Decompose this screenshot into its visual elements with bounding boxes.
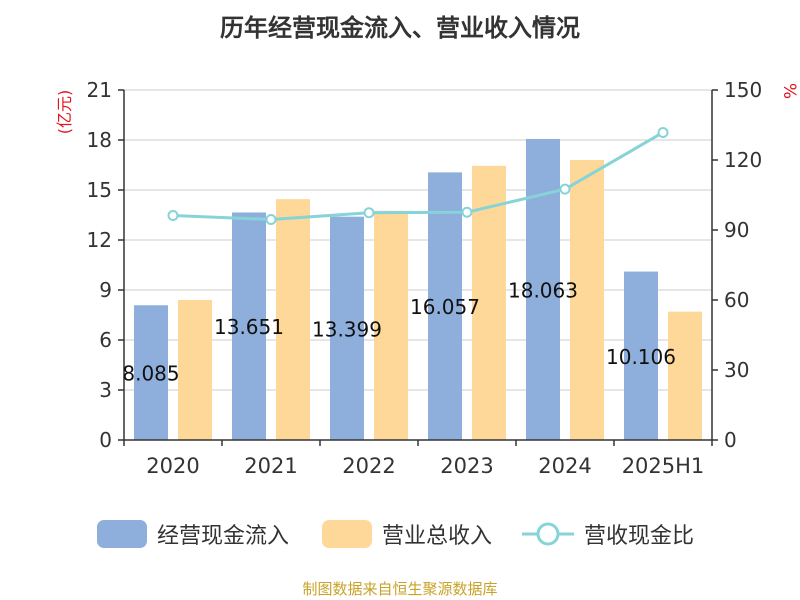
x-tick-label: 2021 xyxy=(244,454,297,478)
data-label: 8.085 xyxy=(122,362,179,386)
legend-swatch-cash-inflow xyxy=(97,520,147,548)
y-tick-label-left: 21 xyxy=(87,78,112,102)
bar xyxy=(472,165,506,441)
ratio-line xyxy=(172,131,664,222)
y-tick-label-left: 3 xyxy=(99,378,112,402)
legend: 经营现金流入 营业总收入 营收现金比 xyxy=(0,516,800,556)
legend-item-ratio[interactable]: 营收现金比 xyxy=(522,516,694,552)
x-tick-label: 2020 xyxy=(146,454,199,478)
source-note: 制图数据来自恒生聚源数据库 xyxy=(302,580,498,598)
y-tick-label-left: 15 xyxy=(87,178,112,202)
legend-item-cash-inflow[interactable]: 经营现金流入 xyxy=(97,516,289,552)
ratio-point xyxy=(265,214,277,225)
ratio-point xyxy=(657,126,669,138)
bar xyxy=(330,216,364,440)
bars-layer xyxy=(134,138,702,441)
y-tick-label-right: 150 xyxy=(724,78,762,102)
x-tick-label: 2024 xyxy=(538,454,591,478)
data-labels-layer: 8.085 13.651 13.399 16.057 18.063 10.106 xyxy=(122,278,676,385)
y-tick-label-right: 60 xyxy=(724,288,749,312)
bar xyxy=(374,210,408,440)
data-label: 10.106 xyxy=(606,345,676,369)
bar xyxy=(178,300,212,440)
legend-label-cash-inflow: 经营现金流入 xyxy=(157,524,290,549)
y-axis-right-label: % xyxy=(779,83,799,99)
ratio-point xyxy=(167,210,179,222)
legend-swatch-ratio xyxy=(522,522,574,546)
data-label: 18.063 xyxy=(508,278,578,302)
y-tick-label-right: 120 xyxy=(724,148,762,172)
y-tick-label-left: 18 xyxy=(87,128,112,152)
bar xyxy=(526,138,560,440)
y-tick-label-right: 0 xyxy=(724,428,737,452)
data-label: 16.057 xyxy=(410,295,480,319)
y-tick-label-left: 12 xyxy=(87,228,112,252)
x-tick-label: 2023 xyxy=(440,454,493,478)
y-tick-label-left: 0 xyxy=(99,428,112,452)
y-axis-left-label: (亿元) xyxy=(55,90,74,135)
legend-label-revenue: 营业总收入 xyxy=(382,524,493,549)
ratio-point xyxy=(559,183,571,195)
legend-label-ratio: 营收现金比 xyxy=(584,524,695,549)
chart-title: 历年经营现金流入、营业收入情况 xyxy=(220,14,580,42)
bar xyxy=(668,311,702,440)
legend-swatch-revenue xyxy=(322,520,372,548)
bar xyxy=(134,305,168,440)
data-label: 13.399 xyxy=(312,317,382,341)
bar xyxy=(624,271,658,440)
legend-item-revenue[interactable]: 营业总收入 xyxy=(322,516,492,552)
data-label: 13.651 xyxy=(214,315,284,339)
ratio-point xyxy=(363,207,375,219)
y-tick-label-right: 90 xyxy=(724,218,749,242)
y-tick-label-right: 30 xyxy=(724,358,749,382)
y-tick-label-left: 9 xyxy=(99,278,112,302)
x-tick-label: 2025H1 xyxy=(622,454,705,478)
axes-layer: 0 3 6 9 12 15 18 21 0 30 60 90 120 150 2020 2021 2022 202… xyxy=(55,78,799,478)
bar xyxy=(232,212,266,440)
bar xyxy=(276,199,310,440)
y-tick-label-left: 6 xyxy=(99,328,112,352)
line-layer xyxy=(167,126,669,225)
x-tick-label: 2022 xyxy=(342,454,395,478)
bar xyxy=(570,160,604,440)
bar xyxy=(428,172,462,440)
ratio-point xyxy=(461,206,473,218)
grid-lines xyxy=(124,89,712,391)
